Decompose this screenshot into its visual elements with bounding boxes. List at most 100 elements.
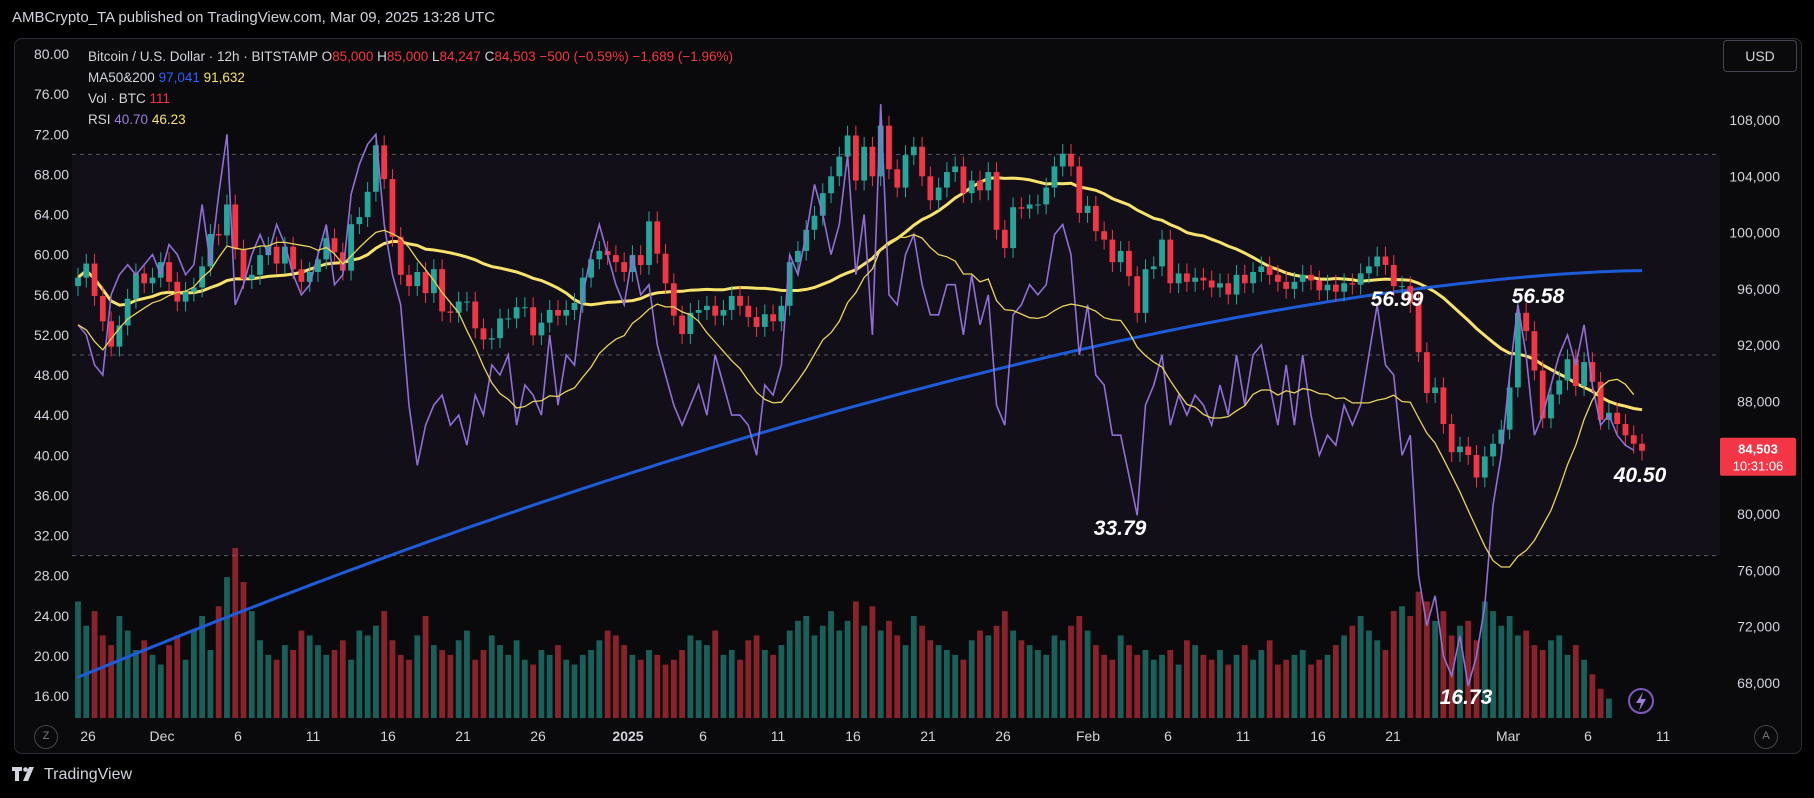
candle-body <box>786 262 793 306</box>
auto-scale-badge[interactable]: A <box>1754 725 1778 749</box>
candle-body <box>1283 281 1290 289</box>
volume-bar <box>1514 635 1521 718</box>
volume-bar <box>927 640 934 718</box>
volume-bar <box>240 582 247 718</box>
volume-bar <box>1581 659 1587 718</box>
volume-bar <box>1316 659 1323 718</box>
candle-body <box>224 204 230 236</box>
volume-bar <box>414 635 421 718</box>
candle-body <box>704 305 710 311</box>
candle-body <box>257 255 263 275</box>
candle-body <box>1349 283 1356 285</box>
x-tick-label: 2025 <box>612 728 643 744</box>
candle-body <box>83 263 90 278</box>
candle-body <box>530 307 537 336</box>
candle-body <box>389 179 396 237</box>
volume-bar <box>530 664 537 718</box>
candle-body <box>910 146 917 156</box>
candle-body <box>464 301 470 303</box>
candle-body <box>1109 239 1116 263</box>
candle-body <box>1639 443 1645 451</box>
volume-bar <box>406 659 412 718</box>
volume-bar <box>894 635 901 718</box>
candle-body <box>439 269 446 312</box>
candle-body <box>670 283 677 316</box>
volume-bar <box>141 640 148 718</box>
volume-bar <box>1473 640 1480 718</box>
candle-body <box>1506 387 1513 430</box>
timezone-badge[interactable]: Z <box>34 725 58 749</box>
volume-bar <box>488 635 495 718</box>
candle-body <box>1316 280 1323 291</box>
volume-bar <box>952 654 959 718</box>
candle-body <box>331 238 338 253</box>
candle-body <box>1225 283 1232 295</box>
currency-button[interactable]: USD <box>1723 40 1797 72</box>
candle-body <box>1622 424 1629 436</box>
legend-high: 85,000 <box>386 49 429 64</box>
volume-bar <box>348 659 354 718</box>
candle-body <box>1448 424 1455 453</box>
candle-body <box>844 135 851 157</box>
candle-body <box>538 322 545 336</box>
volume-bar <box>695 640 702 718</box>
volume-bar <box>1349 625 1356 718</box>
legend-rsi: 40.70 <box>114 112 149 127</box>
candle-body <box>232 204 239 250</box>
volume-bar <box>670 659 677 718</box>
volume-bar <box>629 654 636 718</box>
candle-body <box>778 305 785 322</box>
candle-body <box>654 221 661 254</box>
candle-body <box>414 272 421 287</box>
volume-bar <box>1175 664 1182 718</box>
candle-body <box>894 169 901 188</box>
candle-body <box>1150 266 1157 270</box>
volume-bar <box>356 630 363 718</box>
legend-vol: 111 <box>149 91 171 106</box>
candle-body <box>629 255 636 273</box>
candle-body <box>1291 281 1298 289</box>
legend-ma-row: MA50&200 97,041 91,632 <box>88 67 733 88</box>
candle-body <box>761 314 768 327</box>
volume-bar <box>1167 650 1174 718</box>
candle-body <box>720 310 727 316</box>
price-tag-value: 84,503 <box>1738 442 1778 457</box>
volume-bar <box>935 645 942 718</box>
publisher-line: AMBCrypto_TA published on TradingView.co… <box>12 9 496 26</box>
volume-bar <box>1051 635 1058 718</box>
volume-bar <box>1589 674 1596 718</box>
candle-body <box>265 246 272 256</box>
volume-bar <box>1498 625 1505 718</box>
candle-body <box>563 310 570 316</box>
volume-bar <box>298 630 305 718</box>
volume-bar <box>1506 616 1513 718</box>
candle-body <box>1192 277 1199 282</box>
candle-body <box>1490 443 1496 457</box>
candle-body <box>306 272 313 282</box>
candle-body <box>1572 359 1579 387</box>
volume-bar <box>1092 645 1099 718</box>
volume-bar <box>1076 616 1083 718</box>
candle-body <box>877 125 884 177</box>
volume-bar <box>364 635 371 718</box>
candle-body <box>886 125 892 170</box>
left-tick-label: 52.00 <box>34 327 69 343</box>
volume-bar <box>1266 640 1273 718</box>
rsi-annotation: 33.79 <box>1094 517 1147 540</box>
candle-body <box>248 274 255 280</box>
candle-body <box>1001 229 1008 249</box>
candle-body <box>795 250 801 263</box>
candle-body <box>687 312 694 334</box>
legend-h-label: H <box>377 49 387 64</box>
legend-vol-row: Vol · BTC 111 <box>88 88 733 109</box>
candle-body <box>1630 435 1637 444</box>
candle-body <box>803 229 810 251</box>
volume-bar <box>257 640 263 718</box>
candle-body <box>513 307 520 319</box>
volume-bar <box>1068 625 1074 718</box>
chart-legend: Bitcoin / U.S. Dollar · 12h · BITSTAMP O… <box>88 46 733 130</box>
volume-bar <box>265 654 272 718</box>
volume-bar <box>687 635 694 718</box>
candle-body <box>149 277 156 284</box>
